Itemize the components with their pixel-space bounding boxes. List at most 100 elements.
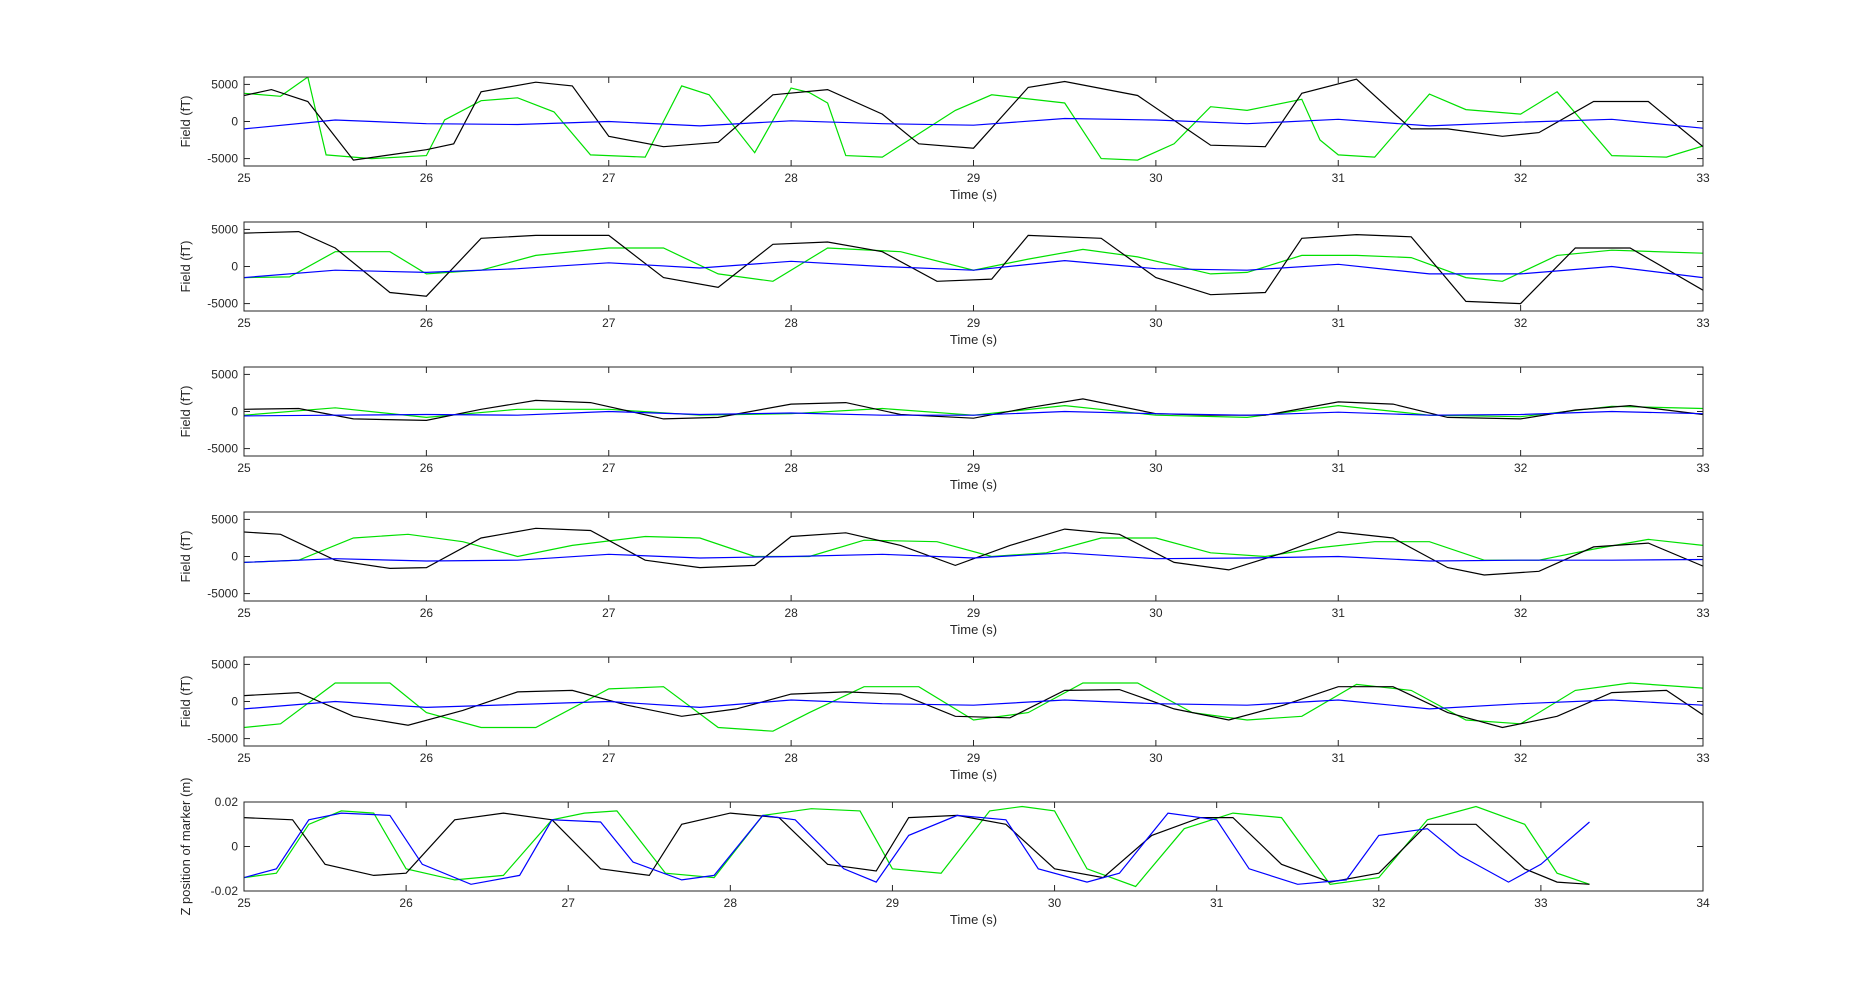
x-tick-label: 29 [967,751,981,765]
y-tick-label: 5000 [211,367,238,381]
x-tick-label: 33 [1696,316,1710,330]
subplot-5: 25 26 27 28 29 30 31 32 33 -5000 0 5000 Time (s) Fiel… [178,656,1710,782]
x-tick-label: 28 [784,316,798,330]
series-line-green [244,805,1590,888]
x-tick-label: 30 [1149,751,1163,765]
y-tick-label: -5000 [207,442,238,456]
x-tick-label: 25 [237,171,251,185]
series-line-green [244,247,1703,282]
x-tick-label: 31 [1210,896,1224,910]
y-axis-label: Field (fT) [178,531,193,583]
x-tick-label: 29 [886,896,900,910]
subplot-3: 25 26 27 28 29 30 31 32 33 -5000 0 5000 Time (s) Fiel… [178,366,1710,492]
y-tick-label: 0.02 [215,795,239,809]
x-tick-label: 29 [967,461,981,475]
x-tick-label: 27 [602,171,616,185]
x-axis-label: Time (s) [950,477,997,492]
x-tick-label: 27 [602,461,616,475]
y-tick-label: 0 [231,405,238,419]
x-tick-label: 32 [1514,316,1528,330]
series-line-blue [244,699,1703,710]
y-tick-label: 5000 [211,222,238,236]
x-tick-label: 26 [420,751,434,765]
series-line-blue [244,259,1703,279]
x-tick-label: 31 [1332,751,1346,765]
y-axis-label: Z position of marker (m) [178,778,193,916]
y-axis-label: Field (fT) [178,96,193,148]
y-tick-label: 5000 [211,657,238,671]
x-tick-label: 32 [1514,171,1528,185]
axes-box [243,76,1704,167]
series-line-black [244,230,1703,305]
series-line-green [244,77,1703,161]
x-tick-label: 26 [420,171,434,185]
x-tick-label: 32 [1372,896,1386,910]
x-tick-label: 28 [724,896,738,910]
x-axis-label: Time (s) [950,187,997,202]
series-line-black [244,398,1703,422]
x-tick-label: 25 [237,606,251,620]
x-tick-label: 25 [237,751,251,765]
x-tick-label: 30 [1149,316,1163,330]
subplot-2: 25 26 27 28 29 30 31 32 33 -5000 0 5000 Time (s) Fiel… [178,221,1710,347]
x-tick-label: 30 [1149,171,1163,185]
x-tick-label: 27 [602,316,616,330]
x-tick-label: 26 [420,461,434,475]
x-tick-label: 25 [237,316,251,330]
x-tick-label: 34 [1696,896,1710,910]
x-tick-label: 31 [1332,316,1346,330]
x-tick-label: 33 [1696,461,1710,475]
x-tick-label: 27 [602,751,616,765]
x-tick-label: 27 [562,896,576,910]
y-tick-label: 0 [231,695,238,709]
y-tick-label: -0.02 [211,884,239,898]
y-axis-label: Field (fT) [178,386,193,438]
x-tick-label: 32 [1514,751,1528,765]
x-tick-label: 29 [967,606,981,620]
y-axis-label: Field (fT) [178,676,193,728]
series-line-green [244,682,1703,732]
x-tick-label: 28 [784,461,798,475]
x-tick-label: 32 [1514,606,1528,620]
y-tick-label: -5000 [207,732,238,746]
x-tick-label: 25 [237,461,251,475]
y-tick-label: 5000 [211,512,238,526]
y-tick-label: -5000 [207,297,238,311]
x-tick-label: 28 [784,171,798,185]
x-tick-label: 29 [967,316,981,330]
subplot-1: 25 26 27 28 29 30 31 32 33 -5000 0 5000 Time (s) Fiel… [178,76,1710,202]
axes-box [243,656,1704,747]
x-tick-label: 29 [967,171,981,185]
x-tick-label: 31 [1332,461,1346,475]
y-tick-label: 0 [231,260,238,274]
x-tick-label: 26 [420,606,434,620]
x-axis-label: Time (s) [950,912,997,927]
x-tick-label: 26 [399,896,413,910]
series-line-black [244,78,1703,161]
y-tick-label: 0 [231,550,238,564]
x-tick-label: 33 [1696,606,1710,620]
series-line-blue [244,552,1703,563]
x-axis-label: Time (s) [950,622,997,637]
x-tick-label: 27 [602,606,616,620]
series-line-blue [244,410,1703,417]
y-tick-label: -5000 [207,152,238,166]
axes-box [243,221,1704,312]
x-tick-label: 30 [1149,461,1163,475]
x-tick-label: 30 [1048,896,1062,910]
x-tick-label: 30 [1149,606,1163,620]
axes-box [243,366,1704,457]
series-line-blue [244,812,1590,885]
x-tick-label: 33 [1696,751,1710,765]
subplot-6: 25 26 27 28 29 30 31 32 33 34 -0.02 0 0.02 Time (s) Z … [178,778,1710,927]
x-tick-label: 31 [1332,606,1346,620]
series-line-black [244,686,1703,729]
axes-box [243,511,1704,602]
series-line-blue [244,117,1703,130]
series-line-black [244,812,1590,885]
y-axis-label: Field (fT) [178,241,193,293]
x-tick-label: 25 [237,896,251,910]
x-tick-label: 32 [1514,461,1528,475]
y-tick-label: 0 [231,115,238,129]
